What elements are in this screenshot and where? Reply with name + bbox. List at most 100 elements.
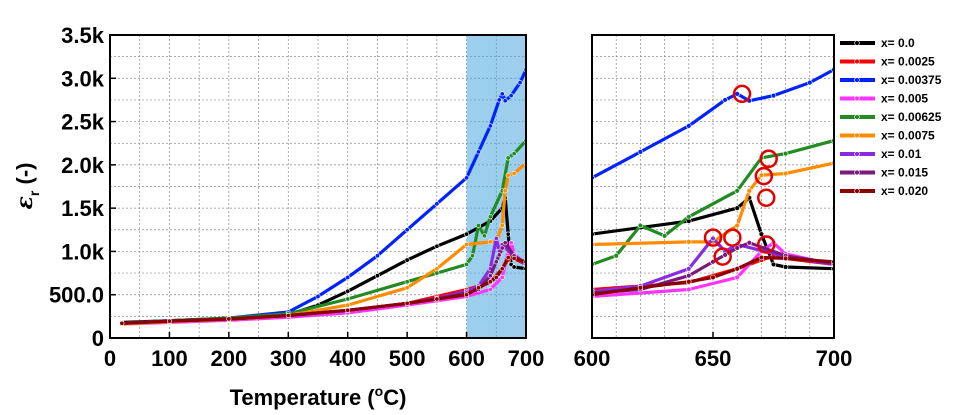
data-point (487, 239, 493, 245)
legend-entry: x= 0.00375 (840, 73, 942, 87)
data-point (686, 214, 692, 220)
legend-marker (854, 169, 860, 176)
data-point (499, 274, 505, 280)
data-point (686, 286, 692, 293)
legend-label: x= 0.020 (881, 184, 928, 198)
data-point (502, 98, 508, 104)
data-point (807, 79, 813, 86)
x-tick-label: 100 (151, 346, 188, 371)
data-point (686, 239, 692, 245)
data-point (464, 261, 470, 267)
x-tick-label: 600 (448, 346, 485, 371)
peak-marker (713, 247, 732, 266)
data-point (637, 149, 644, 155)
data-point (404, 279, 410, 285)
data-point (464, 242, 470, 248)
y-tick-label: 1.5k (61, 196, 105, 221)
series-x-0.020 (119, 254, 526, 326)
data-point (734, 266, 740, 272)
data-point (505, 172, 511, 178)
legend-label: x= 0.005 (881, 92, 928, 106)
series-line (592, 255, 834, 297)
data-point (782, 170, 789, 177)
right-panel: 600 650 700 (574, 34, 853, 371)
data-point (496, 97, 502, 103)
data-point (511, 171, 517, 177)
data-point (746, 240, 752, 246)
y-tick-label: 3.5k (61, 23, 105, 48)
legend-marker (854, 114, 860, 120)
data-point (758, 254, 765, 261)
x-tick-label: 600 (574, 346, 611, 371)
data-point (505, 231, 511, 237)
series-line (592, 68, 834, 180)
legend-marker (854, 77, 860, 83)
data-point (734, 205, 740, 211)
data-point (470, 253, 476, 259)
data-point (404, 285, 410, 291)
legend-label: x= 0.0 (881, 36, 915, 50)
series-x-0.020 (592, 254, 834, 298)
data-point (499, 222, 505, 228)
peak-marker (723, 228, 742, 247)
x-axis-title-end: C) (383, 385, 406, 410)
legend-label: x= 0.00375 (881, 73, 942, 87)
y-tick-label: 500.0 (49, 283, 104, 308)
y-tick-label: 2.5k (61, 110, 105, 135)
data-point (686, 279, 692, 285)
legend-label: x= 0.015 (881, 166, 928, 180)
x-tick-label: 300 (270, 346, 307, 371)
data-point (508, 93, 514, 99)
data-point (464, 231, 470, 237)
legend-marker (854, 40, 860, 46)
legend-marker (854, 151, 860, 157)
right-x-ticks: 600 650 700 (574, 332, 853, 371)
legend-label: x= 0.0075 (881, 129, 935, 143)
data-point (475, 222, 481, 228)
legend-entry: x= 0.0025 (840, 55, 935, 69)
data-point (434, 266, 440, 272)
data-point (511, 264, 517, 270)
data-point (502, 240, 508, 246)
peak-marker (703, 228, 723, 247)
legend-entry: x= 0.015 (840, 166, 928, 180)
data-point (637, 222, 644, 229)
data-point (119, 320, 125, 326)
data-point (758, 231, 765, 237)
legend-entry: x= 0.020 (840, 184, 928, 198)
x-tick-label: 650 (695, 346, 732, 371)
legend-marker (854, 132, 860, 139)
data-point (511, 151, 517, 157)
data-point (166, 318, 172, 324)
data-point (505, 155, 511, 161)
data-point (782, 255, 789, 262)
left-y-ticks: 0 500.0 1.0k 1.5k 2.0k 2.5k 3.0k 3.5k (49, 23, 116, 351)
peak-marker (756, 188, 776, 208)
data-point (434, 296, 440, 302)
data-point (499, 266, 505, 272)
data-point (487, 123, 493, 129)
data-point (517, 80, 523, 86)
data-point (493, 235, 499, 241)
data-point (404, 300, 410, 306)
left-grid (110, 35, 526, 338)
x-tick-label: 200 (210, 346, 247, 371)
data-point (487, 214, 493, 220)
legend: x= 0.0 x= 0.0025 x= 0.00375 x= 0.005 x= 0.00… (840, 36, 942, 198)
y-tick-label: 1.0k (61, 239, 105, 264)
data-point (734, 188, 740, 194)
legend-entry: x= 0.00625 (840, 110, 942, 124)
data-point (722, 97, 728, 103)
data-point (613, 253, 619, 259)
data-point (734, 245, 740, 251)
data-point (434, 201, 440, 207)
data-point (404, 227, 410, 233)
data-point (226, 316, 232, 322)
x-tick-label: 500 (389, 346, 426, 371)
data-point (493, 259, 499, 265)
x-tick-label: 700 (816, 346, 853, 371)
data-point (758, 172, 765, 178)
legend-marker (854, 58, 860, 65)
peak-marker (759, 149, 778, 169)
data-point (481, 233, 487, 239)
